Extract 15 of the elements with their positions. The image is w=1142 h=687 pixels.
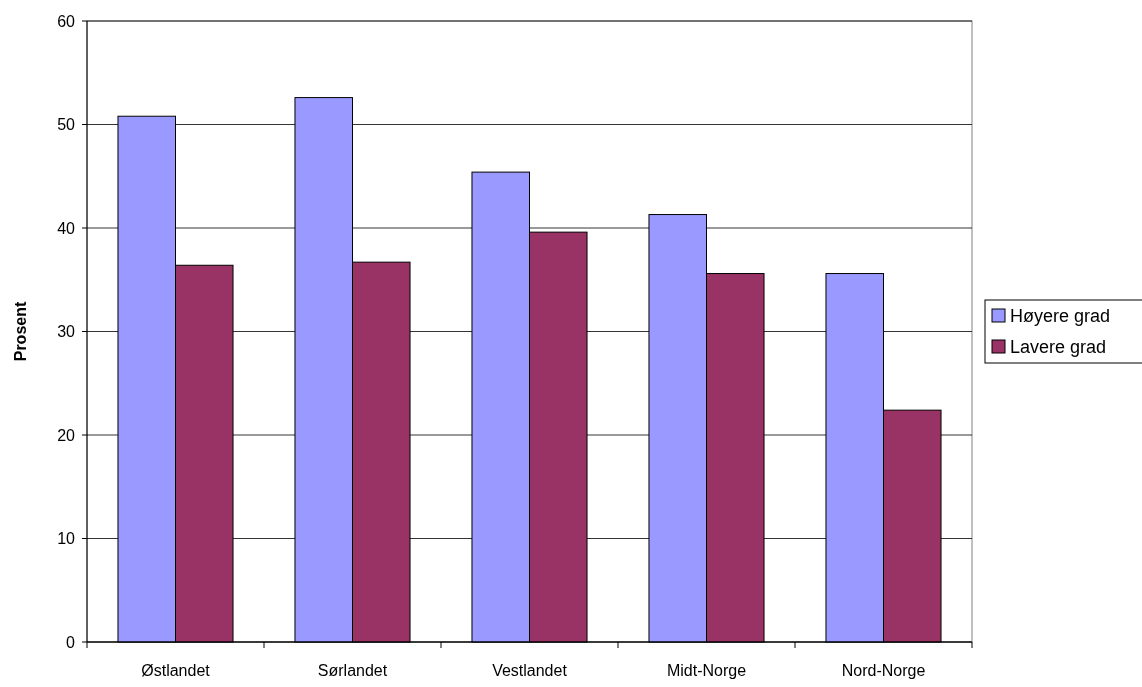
legend-label: Lavere grad [1010, 337, 1107, 358]
x-tick-label: Nord-Norge [841, 662, 926, 679]
x-tick-label: Sørlandet [317, 662, 388, 679]
x-tick-label: Vestlandet [492, 662, 568, 679]
y-tick-label: 0 [66, 633, 76, 651]
y-tick-label: 30 [57, 323, 76, 341]
x-tick-label: Midt-Norge [666, 662, 747, 679]
y-tick-label: 20 [57, 426, 76, 444]
y-axis-title: Prosent [12, 301, 29, 362]
x-tick-label: Østlandet [141, 662, 211, 679]
y-tick-label: 50 [57, 116, 76, 134]
y-tick-label: 10 [57, 530, 76, 548]
y-tick-label: 40 [57, 219, 76, 237]
legend-label: Høyere grad [1010, 306, 1111, 327]
y-tick-label: 60 [57, 12, 76, 30]
